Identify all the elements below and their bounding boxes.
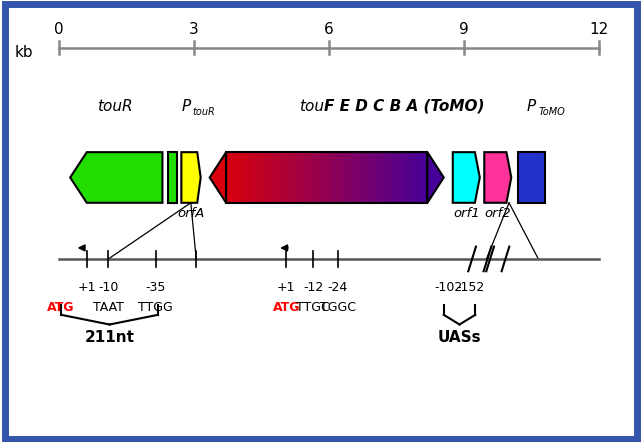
Text: 211nt: 211nt: [85, 330, 135, 345]
Text: +1: +1: [78, 281, 96, 294]
Text: +1: +1: [277, 281, 295, 294]
Text: TAAT: TAAT: [93, 301, 124, 314]
Polygon shape: [181, 152, 201, 203]
Text: kb: kb: [14, 44, 33, 59]
Text: -152: -152: [456, 281, 485, 294]
Text: touR: touR: [193, 107, 216, 117]
Text: TTGC: TTGC: [297, 301, 330, 314]
Polygon shape: [428, 152, 444, 203]
Text: F E D C B A (ToMO): F E D C B A (ToMO): [324, 99, 485, 114]
Text: ATG: ATG: [272, 301, 300, 314]
Text: 0: 0: [54, 22, 64, 37]
Text: -10: -10: [98, 281, 119, 294]
Text: TTGG: TTGG: [138, 301, 173, 314]
Text: P: P: [181, 99, 191, 114]
Polygon shape: [453, 152, 480, 203]
Text: touR: touR: [98, 99, 133, 114]
Polygon shape: [518, 152, 545, 203]
Text: 6: 6: [324, 22, 334, 37]
Text: 9: 9: [459, 22, 469, 37]
Text: UASs: UASs: [438, 330, 482, 345]
Text: 3: 3: [189, 22, 199, 37]
Polygon shape: [70, 152, 162, 203]
Text: orfA: orfA: [177, 207, 205, 220]
Polygon shape: [484, 152, 511, 203]
Text: P: P: [527, 99, 536, 114]
Text: TGGC: TGGC: [320, 301, 356, 314]
Text: -102: -102: [434, 281, 462, 294]
Polygon shape: [210, 152, 226, 203]
Text: -24: -24: [328, 281, 348, 294]
Text: orf2: orf2: [485, 207, 511, 220]
Text: orf1: orf1: [453, 207, 480, 220]
Text: 12: 12: [589, 22, 609, 37]
Text: -12: -12: [303, 281, 324, 294]
Text: -35: -35: [146, 281, 166, 294]
Polygon shape: [168, 152, 177, 203]
Text: ToMO: ToMO: [539, 107, 566, 117]
Text: tou: tou: [299, 99, 324, 114]
Text: ATG: ATG: [48, 301, 75, 314]
